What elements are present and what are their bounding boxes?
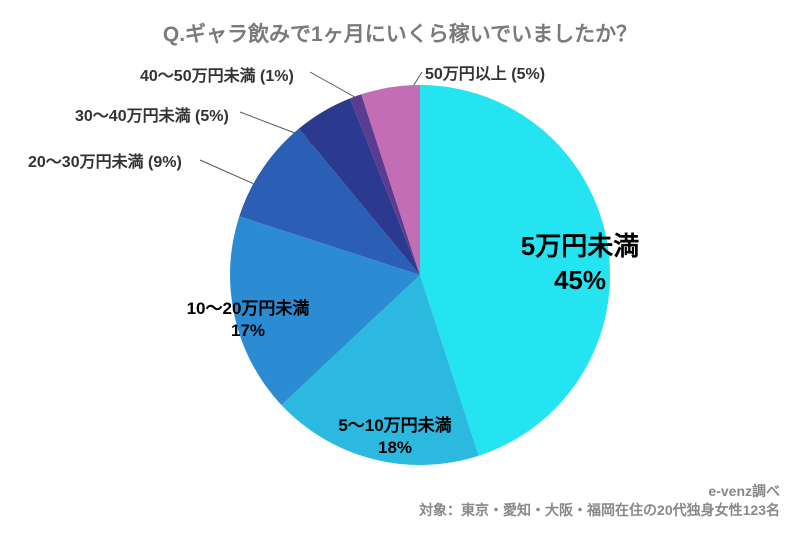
slice-label-percent: 17% (158, 320, 338, 342)
footer-sample: 対象：東京・愛知・大阪・福岡在住の20代独身女性123名 (419, 501, 780, 521)
slice-label-s2: 10〜20万円未満17% (158, 298, 338, 342)
slice-label-percent: 45% (480, 264, 680, 298)
external-label-s3: 20〜30万円未満 (9%) (28, 148, 182, 172)
chart-title: Q.ギャラ飲みで1ヶ月にいくら稼いでいましたか？ (0, 18, 800, 48)
slice-label-s0: 5万円未満45% (480, 230, 680, 298)
external-label-s5: 40〜50万円未満 (1%) (140, 62, 294, 86)
external-label-s6: 50万円以上 (5%) (425, 60, 545, 84)
slice-label-name: 10〜20万円未満 (158, 298, 338, 320)
slice-label-percent: 18% (310, 437, 480, 459)
slice-label-s1: 5〜10万円未満18% (310, 415, 480, 459)
slice-label-name: 5万円未満 (480, 230, 680, 264)
footer-attribution: e-venz調べ 対象：東京・愛知・大阪・福岡在住の20代独身女性123名 (419, 482, 780, 521)
external-label-s4: 30〜40万円未満 (5%) (75, 102, 229, 126)
footer-source: e-venz調べ (419, 482, 780, 502)
chart-container: Q.ギャラ飲みで1ヶ月にいくら稼いでいましたか？ 5万円未満45% 5〜10万円未… (0, 0, 800, 533)
slice-label-name: 5〜10万円未満 (310, 415, 480, 437)
